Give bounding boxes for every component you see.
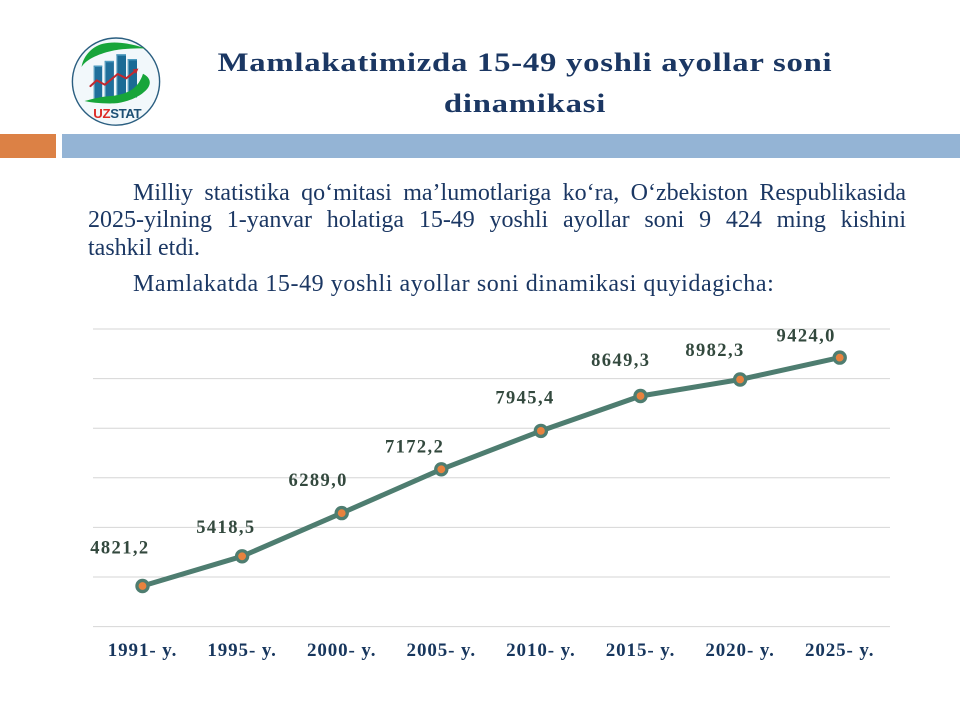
svg-text:8982,3: 8982,3 (685, 341, 744, 361)
svg-text:2000- y.: 2000- y. (307, 640, 376, 661)
svg-text:2010- y.: 2010- y. (506, 640, 575, 661)
svg-text:9424,0: 9424,0 (777, 327, 836, 347)
svg-text:2025- y.: 2025- y. (805, 640, 874, 661)
svg-text:8649,3: 8649,3 (591, 351, 650, 371)
svg-text:7172,2: 7172,2 (385, 438, 444, 458)
svg-text:2015- y.: 2015- y. (606, 640, 675, 661)
svg-text:1995- y.: 1995- y. (207, 640, 276, 661)
svg-text:4821,2: 4821,2 (90, 539, 149, 559)
svg-text:2020- y.: 2020- y. (705, 640, 774, 661)
svg-text:2005- y.: 2005- y. (407, 640, 476, 661)
svg-text:UZSTAT: UZSTAT (93, 106, 141, 121)
svg-text:5418,5: 5418,5 (196, 518, 255, 538)
svg-text:7945,4: 7945,4 (495, 389, 554, 409)
svg-text:1991- y.: 1991- y. (108, 640, 177, 661)
svg-text:6289,0: 6289,0 (289, 471, 348, 491)
